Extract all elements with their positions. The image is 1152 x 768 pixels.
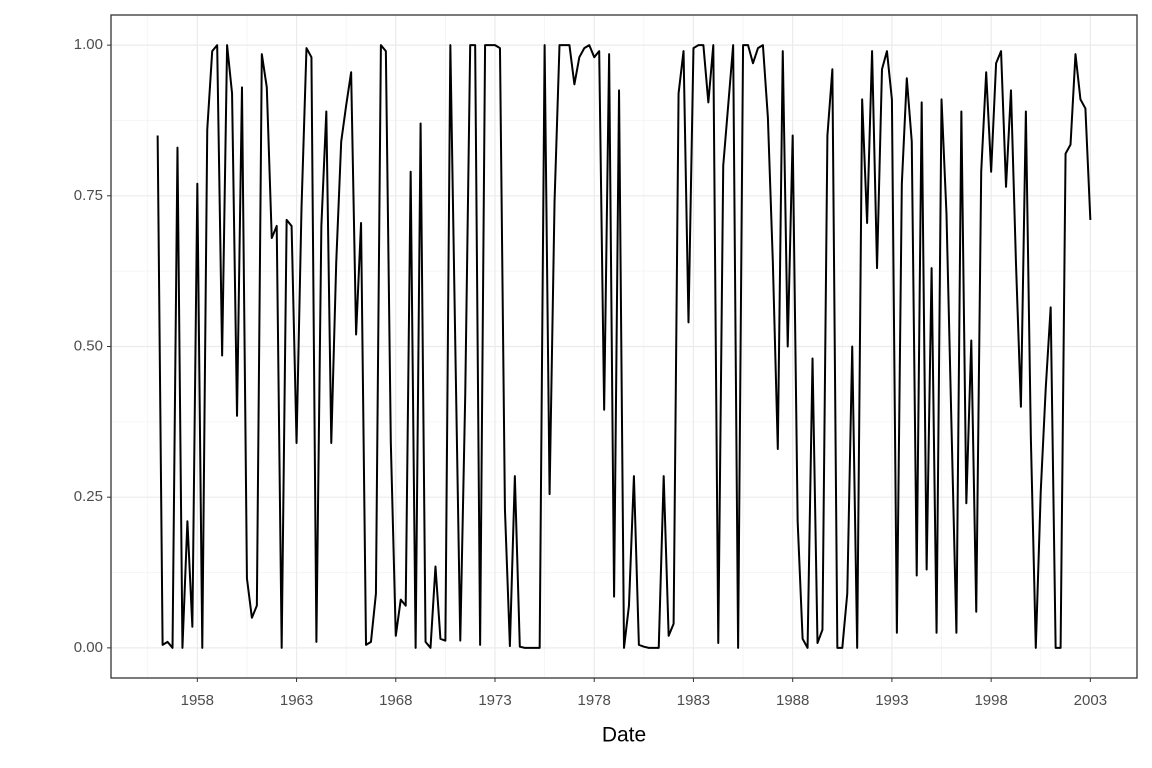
- x-tick-label: 1993: [875, 692, 908, 709]
- y-tick-label: 0.75: [74, 187, 103, 204]
- x-tick-label: 1973: [478, 692, 511, 709]
- data-line: [156, 44, 1092, 649]
- plot-border: [110, 14, 1138, 679]
- x-tick-label: 1998: [974, 692, 1007, 709]
- y-tick-label: 0.00: [74, 639, 103, 656]
- x-tick-label: 1963: [280, 692, 313, 709]
- x-axis-label: Date: [602, 724, 646, 747]
- x-tick-label: 1958: [181, 692, 214, 709]
- x-tick-label: 1988: [776, 692, 809, 709]
- x-tick-label: 2003: [1074, 692, 1107, 709]
- x-tick-label: 1978: [578, 692, 611, 709]
- x-tick-label: 1983: [677, 692, 710, 709]
- y-tick-label: 1.00: [74, 36, 103, 53]
- x-tick-label: 1968: [379, 692, 412, 709]
- y-tick-label: 0.25: [74, 488, 103, 505]
- y-tick-label: 0.50: [74, 337, 103, 354]
